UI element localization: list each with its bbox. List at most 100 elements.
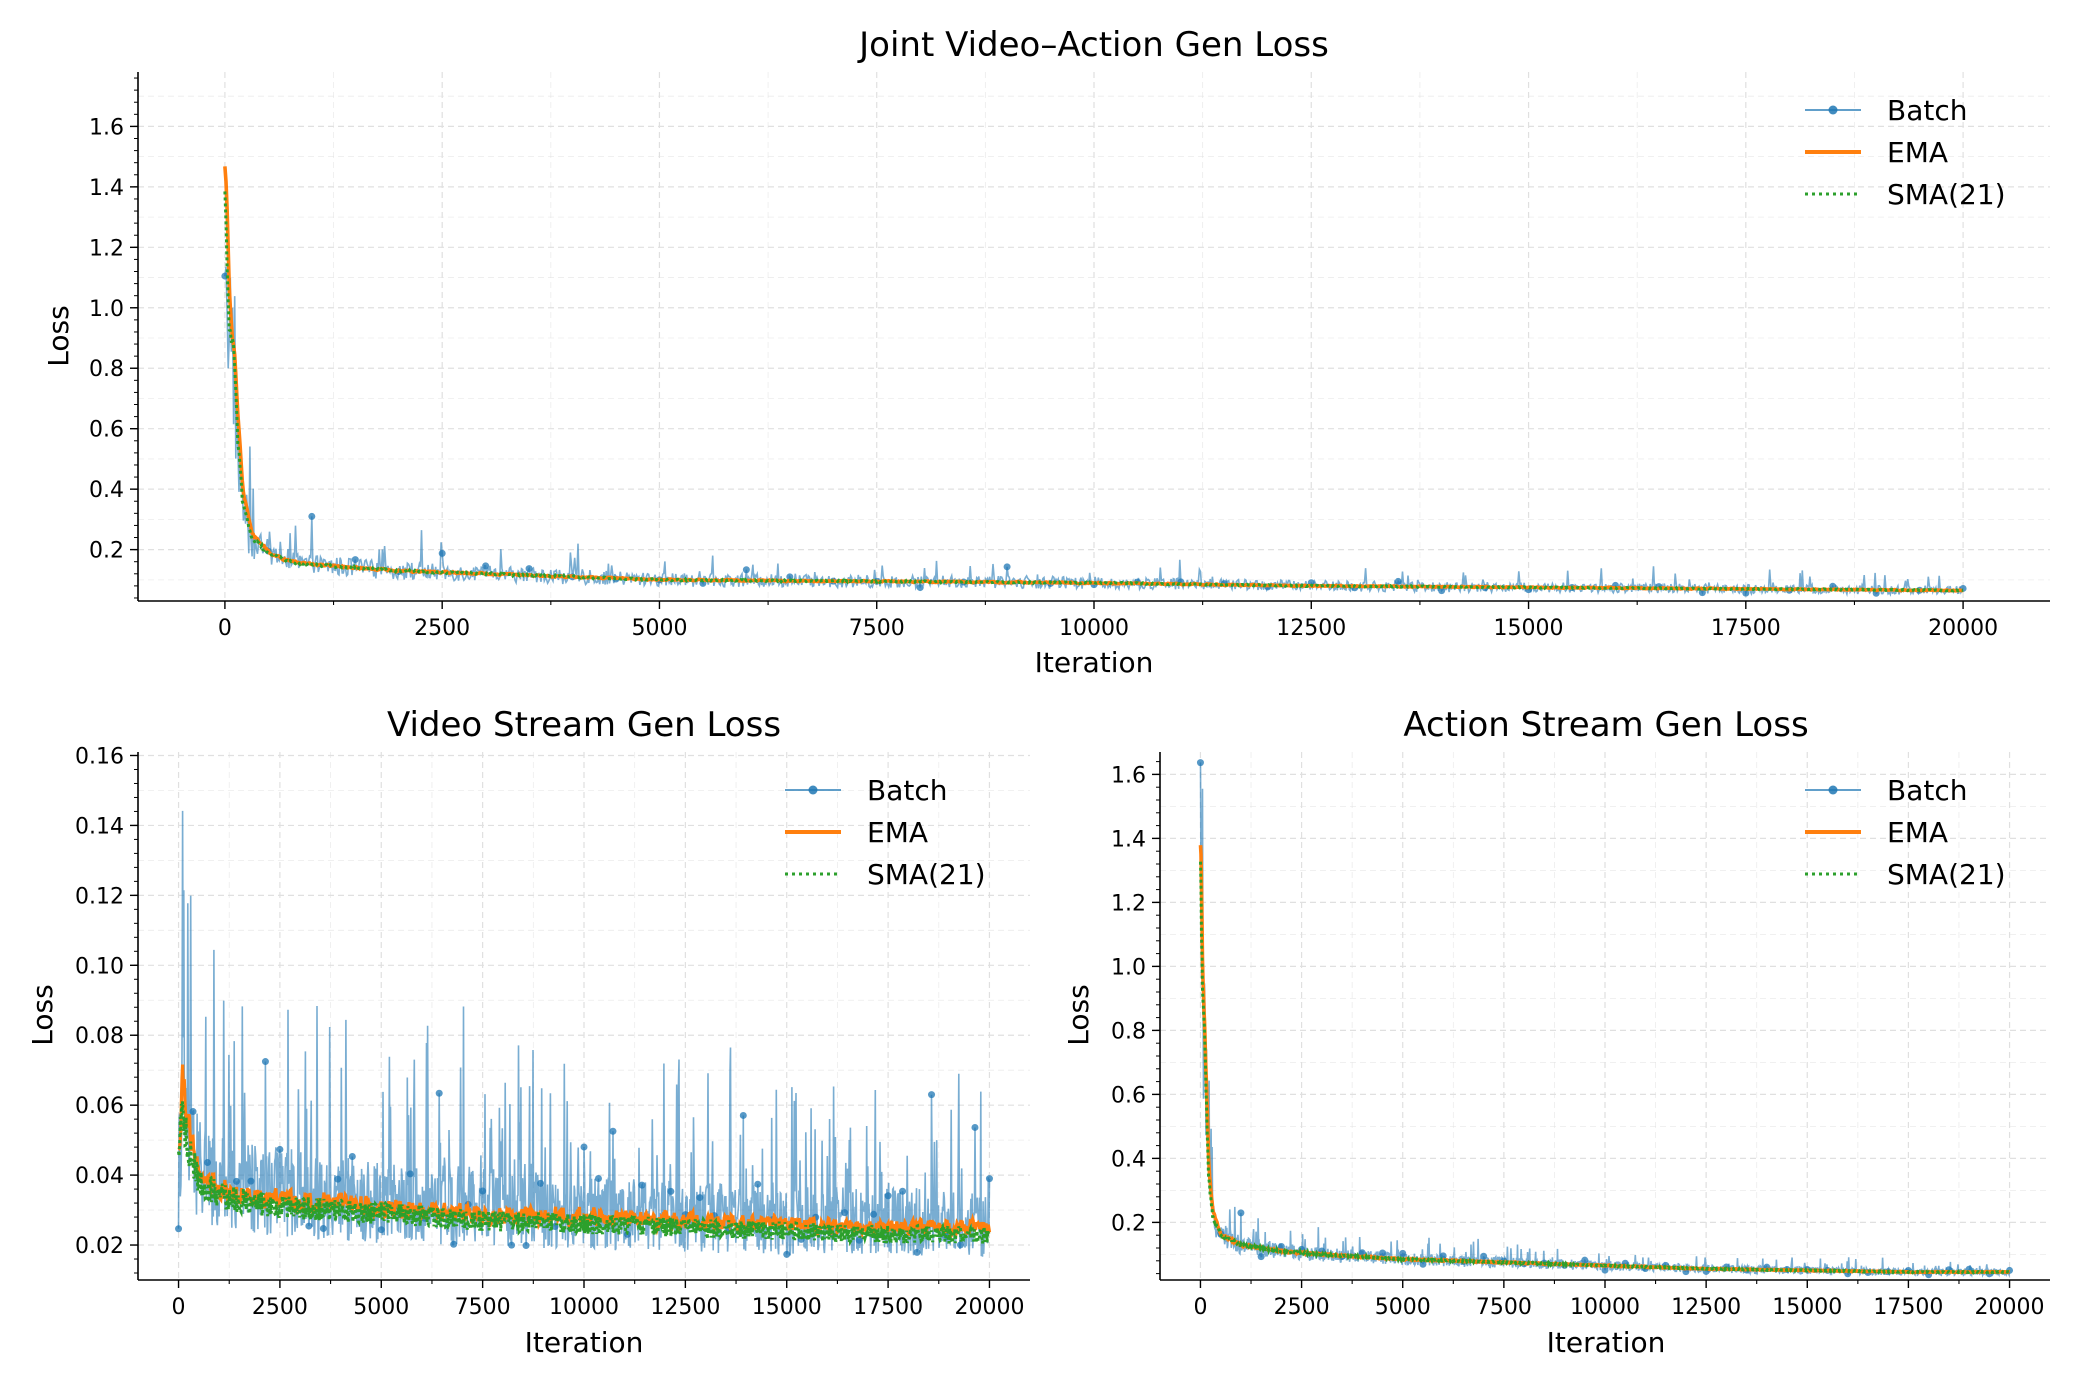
batch-marker [916,584,924,592]
y-tick-label: 0.4 [89,478,124,503]
y-tick-label: 1.4 [89,176,124,201]
batch-marker [377,1226,385,1234]
batch-marker [899,1187,907,1195]
batch-marker [247,1177,255,1185]
y-tick-label: 0.14 [75,814,124,839]
x-tick-label: 7500 [849,616,905,641]
legend-batch-marker [1828,785,1838,795]
batch-marker [261,1058,269,1066]
batch-marker [1196,759,1204,767]
legend-batch-marker [808,785,818,795]
batch-marker [1237,1209,1245,1217]
y-tick-label: 1.2 [89,236,124,261]
x-tick-label: 15000 [1494,616,1564,641]
x-tick-label: 10000 [549,1295,619,1320]
batch-marker [508,1241,516,1249]
y-tick-label: 1.6 [1111,763,1146,788]
legend-sma-label: SMA(21) [867,858,986,891]
batch-marker [479,1187,487,1195]
batch-marker [1399,1249,1407,1257]
x-tick-label: 5000 [1375,1295,1431,1320]
x-tick-label: 20000 [954,1295,1024,1320]
x-tick-label: 5000 [631,616,687,641]
batch-marker [638,1181,646,1189]
grid [1160,752,2050,1280]
batch-marker [855,1236,863,1244]
batch-marker [1480,1252,1488,1260]
batch-marker [522,1242,530,1250]
batch-marker [1438,587,1446,595]
batch-marker [754,1180,762,1188]
batch-marker [1277,1243,1285,1251]
batch-marker [482,562,490,570]
x-tick-label: 0 [218,616,232,641]
batch-marker [305,1222,313,1230]
batch-marker [696,1194,704,1202]
legend-sma-label: SMA(21) [1887,178,2006,211]
x-tick-label: 2500 [414,616,470,641]
batch-marker [334,1175,342,1183]
x-axis-label: Iteration [525,1326,644,1359]
y-tick-label: 1.6 [89,115,124,140]
batch-marker [956,1241,964,1249]
legend-batch-label: Batch [1887,774,1968,807]
batch-marker [438,549,446,557]
joint-loss-plot: Joint Video–Action Gen Loss Iteration Lo… [42,25,2050,679]
y-tick-label: 0.16 [75,744,124,769]
y-axis-label: Loss [26,984,59,1045]
batch-marker [870,1210,878,1218]
y-tick-label: 0.8 [89,357,124,382]
x-tick-label: 0 [1193,1295,1207,1320]
batch-marker [276,1145,284,1153]
sma-series-line [177,1101,991,1249]
batch-marker [609,1127,617,1135]
batch-marker [1394,577,1402,585]
y-tick-label: 1.2 [1111,891,1146,916]
legend-batch-label: Batch [1887,94,1968,127]
batch-marker [928,1091,936,1099]
batch-marker [348,1152,356,1160]
x-tick-label: 15000 [752,1295,822,1320]
batch-marker [1581,1256,1589,1264]
batch-marker [739,1111,747,1119]
x-tick-label: 20000 [1928,616,1998,641]
batch-marker [175,1225,183,1233]
batch-marker [351,556,359,564]
y-tick-label: 0.12 [75,884,124,909]
batch-marker [308,512,316,520]
y-tick-label: 0.10 [75,954,124,979]
x-axis-label: Iteration [1035,646,1154,679]
x-tick-label: 10000 [1570,1295,1640,1320]
chart-title: Video Stream Gen Loss [387,705,781,745]
x-tick-label: 12500 [1671,1295,1741,1320]
batch-marker [525,565,533,573]
x-tick-label: 7500 [455,1295,511,1320]
x-tick-label: 7500 [1476,1295,1532,1320]
x-tick-label: 17500 [1873,1295,1943,1320]
batch-marker [1379,1249,1386,1257]
y-tick-label: 0.06 [75,1094,124,1119]
y-tick-label: 0.04 [75,1164,124,1189]
legend-sma-label: SMA(21) [1887,858,2006,891]
batch-marker [1742,589,1750,597]
chart-title: Action Stream Gen Loss [1403,705,1808,745]
batch-marker [884,1192,892,1200]
y-tick-label: 1.0 [1111,955,1146,980]
batch-marker [450,1240,458,1248]
batch-marker [319,1224,327,1232]
batch-marker [435,1089,443,1097]
legend-batch-marker [1828,105,1838,115]
chart-title: Joint Video–Action Gen Loss [857,25,1329,65]
batch-marker [1257,1253,1265,1261]
batch-marker [1698,589,1706,597]
x-tick-label: 5000 [353,1295,409,1320]
batch-marker [786,573,794,581]
x-tick-label: 15000 [1772,1295,1842,1320]
x-tick-label: 10000 [1059,616,1129,641]
batch-marker [742,566,750,574]
y-axis-label: Loss [1062,984,1095,1045]
batch-marker [537,1179,545,1187]
x-tick-label: 2500 [1274,1295,1330,1320]
video-loss-plot: Video Stream Gen Loss Iteration Loss 0 25… [26,705,1030,1359]
y-tick-label: 0.02 [75,1234,124,1259]
